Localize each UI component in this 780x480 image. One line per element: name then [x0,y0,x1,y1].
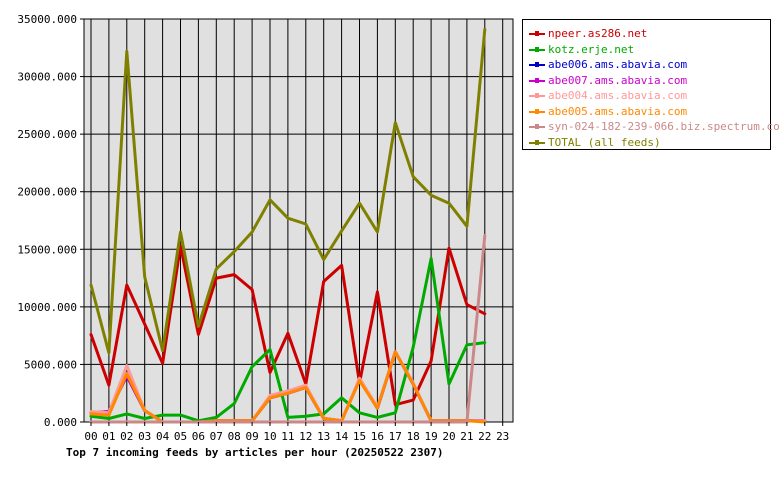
legend-label: abe005.ams.abavia.com [548,104,688,118]
y-tick-label: 5000.000 [24,358,77,371]
x-tick-label: 19 [424,430,437,443]
y-tick-label: 10000.000 [17,301,77,314]
legend-item: abe006.ams.abavia.com [529,57,770,73]
x-tick-label: 17 [389,430,402,443]
x-tick-label: 14 [335,430,349,443]
x-tick-label: 16 [371,430,384,443]
y-tick-labels: 0.000 5000.000 10000.000 15000.000 20000.000… [17,13,84,429]
x-tick-label: 03 [138,430,151,443]
legend-item: TOTAL (all feeds) [529,135,770,151]
x-tick-label: 00 [84,430,97,443]
y-tick-label: 20000.000 [17,186,77,199]
legend-swatch [529,138,545,147]
legend-label: syn-024-182-239-066.biz.spectrum.com [548,120,780,134]
y-tick-label: 15000.000 [17,243,77,256]
x-tick-label: 09 [245,430,258,443]
legend-item: abe004.ams.abavia.com [529,88,770,104]
x-tick-label: 08 [228,430,241,443]
y-tick-label: 30000.000 [17,71,77,84]
x-tick-label: 22 [478,430,491,443]
x-tick-label: 18 [407,430,420,443]
legend-swatch [529,122,545,131]
x-tick-label: 23 [496,430,509,443]
legend-item: kotz.erje.net [529,42,770,58]
x-tick-label: 10 [263,430,276,443]
x-tick-label: 06 [192,430,205,443]
x-tick-label: 20 [442,430,455,443]
x-tick-label: 13 [317,430,330,443]
legend-item: npeer.as286.net [529,26,770,42]
x-tick-labels: 00 01 02 03 04 05 06 07 08 09 10 11 12 13 14 15 16 17 18 19… [84,422,509,443]
y-tick-label: 35000.000 [17,13,77,26]
legend-item: syn-024-182-239-066.biz.spectrum.com [529,119,780,135]
x-tick-label: 05 [174,430,187,443]
x-tick-label: 04 [156,430,170,443]
x-tick-label: 02 [120,430,133,443]
y-tick-label: 25000.000 [17,128,77,141]
chart-title: Top 7 incoming feeds by articles per hou… [66,446,444,459]
x-tick-label: 01 [102,430,115,443]
legend-swatch [529,60,545,69]
x-tick-label: 11 [281,430,294,443]
x-tick-label: 12 [299,430,312,443]
legend-swatch [529,29,545,38]
legend-item: abe005.ams.abavia.com [529,104,770,120]
legend-swatch [529,91,545,100]
legend-label: npeer.as286.net [548,27,648,41]
legend-swatch [529,45,545,54]
legend-label: abe007.ams.abavia.com [548,73,688,87]
series-line-1 [89,257,487,423]
legend-label: abe004.ams.abavia.com [548,89,688,103]
legend-label: abe006.ams.abavia.com [548,58,688,72]
x-tick-label: 07 [210,430,223,443]
x-tick-label: 21 [460,430,473,443]
legend-swatch [529,107,545,116]
legend-item: abe007.ams.abavia.com [529,73,770,89]
legend-label: kotz.erje.net [548,42,635,56]
series-line-7 [89,27,487,355]
series-line-0 [89,244,487,407]
legend: npeer.as286.net kotz.erje.net abe006.ams.a… [522,19,780,151]
y-tick-label: 0.000 [44,416,77,429]
x-tick-label: 15 [353,430,366,443]
legend-swatch [529,76,545,85]
legend-label: TOTAL (all feeds) [548,135,661,149]
series-line-5 [89,350,487,424]
